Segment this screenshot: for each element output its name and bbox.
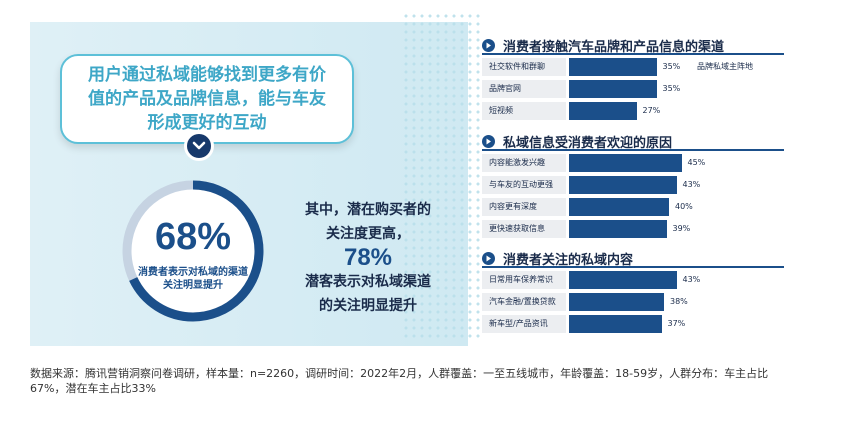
bar-category-label: 新车型/产品资讯	[482, 315, 566, 333]
bar	[569, 80, 657, 98]
bar-value-label: 43%	[682, 180, 701, 189]
callout-box: 用户通过私域能够找到更多有价值的产品及品牌信息，能与车友形成更好的互动	[60, 54, 354, 144]
bar-category-label: 与车友的互动更强	[482, 176, 566, 194]
side-line-1: 其中，潜在购买者的	[305, 202, 431, 218]
chart-title-rule	[482, 149, 784, 151]
bar	[569, 102, 637, 120]
bar-value-label: 27%	[642, 106, 661, 115]
bar	[569, 315, 662, 333]
chart-title-text: 私域信息受消费者欢迎的原因	[503, 136, 673, 151]
bar-row: 新车型/产品资讯 37%	[482, 315, 784, 333]
bar-value-label: 38%	[670, 297, 688, 306]
footer-source-note: 数据来源：腾讯营销洞察问卷调研，样本量：n=2260，调研时间：2022年2月，…	[30, 367, 769, 395]
bar-value-label: 45%	[687, 158, 706, 167]
bar	[569, 176, 677, 194]
side-line-4: 的关注明显提升	[319, 298, 417, 314]
bar	[569, 198, 669, 216]
side-line-3: 潜客表示对私域渠道	[305, 274, 431, 290]
bar-category-label: 内容能激发兴趣	[482, 154, 566, 172]
chart-title: 消费者关注的私域内容	[482, 249, 633, 268]
bar	[569, 220, 667, 238]
bar-annotation: 品牌私域主阵地	[697, 62, 753, 71]
bar-value-label: 40%	[675, 202, 693, 211]
ring-value: 68%	[154, 216, 232, 258]
bar-row: 社交软件和群聊 35% 品牌私域主阵地	[482, 58, 784, 76]
play-arrow-icon	[482, 135, 495, 148]
ring-caption: 消费者表示对私域的渠道关注明显提升	[138, 267, 248, 291]
bar-row: 品牌官网 35%	[482, 80, 784, 98]
bar-category-label: 日常用车保养常识	[482, 271, 566, 289]
side-stat-text: 其中，潜在购买者的 关注度更高， 78% 潜客表示对私域渠道 的关注明显提升	[278, 198, 458, 318]
bar	[569, 58, 657, 76]
bar-row: 汽车金融/置换贷款 38%	[482, 293, 784, 311]
progress-ring	[122, 180, 264, 322]
bar-category-label: 汽车金融/置换贷款	[482, 293, 566, 311]
bar-value-label: 35%	[662, 84, 681, 93]
chart-title-text: 消费者接触汽车品牌和产品信息的渠道	[503, 40, 725, 55]
chevron-down-icon	[184, 131, 214, 161]
bar-category-label: 社交软件和群聊	[482, 58, 566, 76]
play-arrow-icon	[482, 39, 495, 52]
bar-row: 内容能激发兴趣 45%	[482, 154, 784, 172]
bar	[569, 293, 664, 311]
chart-title: 私域信息受消费者欢迎的原因	[482, 132, 672, 151]
bar-row: 内容更有深度 40%	[482, 198, 784, 216]
bar-value-label: 43%	[682, 275, 701, 284]
bar-category-label: 短视频	[482, 102, 566, 120]
bar-category-label: 内容更有深度	[482, 198, 566, 216]
chart-title: 消费者接触汽车品牌和产品信息的渠道	[482, 36, 724, 55]
bar	[569, 154, 682, 172]
bar-category-label: 品牌官网	[482, 80, 566, 98]
play-arrow-icon	[482, 252, 495, 265]
bar-value-label: 39%	[672, 224, 691, 233]
chart-title-rule	[482, 53, 784, 55]
chart-title-rule	[482, 266, 784, 268]
side-value: 78%	[343, 244, 393, 271]
bar-value-label: 37%	[667, 319, 686, 328]
bar	[569, 271, 677, 289]
side-line-2: 关注度更高，	[326, 226, 410, 242]
bar-category-label: 更快速获取信息	[482, 220, 566, 238]
bar-row: 短视频 27%	[482, 102, 784, 120]
bar-row: 日常用车保养常识 43%	[482, 271, 784, 289]
bar-value-label: 35%	[662, 62, 681, 71]
dot-pattern-decoration	[402, 12, 484, 342]
bar-row: 更快速获取信息 39%	[482, 220, 784, 238]
progress-ring-arc	[122, 180, 264, 322]
ring-label-group: 68% 消费者表示对私域的渠道关注明显提升	[118, 176, 268, 326]
callout-text: 用户通过私域能够找到更多有价值的产品及品牌信息，能与车友形成更好的互动	[88, 65, 326, 133]
bar-row: 与车友的互动更强 43%	[482, 176, 784, 194]
chart-title-text: 消费者关注的私域内容	[503, 253, 634, 268]
